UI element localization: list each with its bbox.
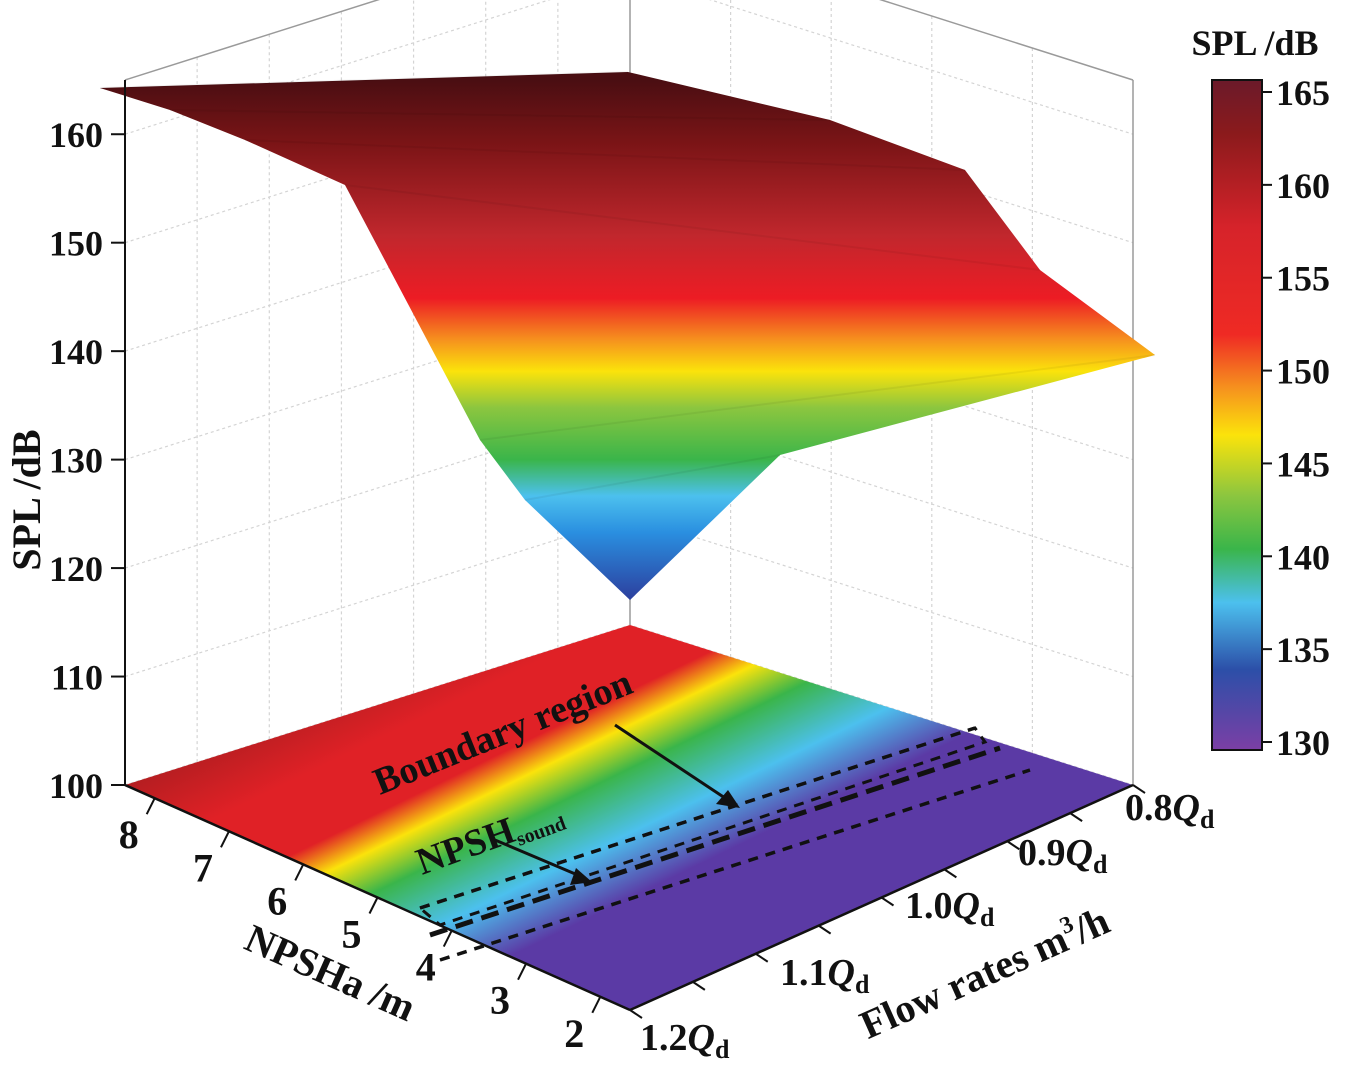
npsha-tick-label: 5	[342, 912, 362, 957]
npsha-tick-label: 4	[416, 945, 436, 990]
npsha-tick-label: 8	[119, 812, 139, 857]
npsha-axis-title: NPSHa /m	[239, 915, 423, 1030]
z-tick-label: 150	[49, 224, 103, 264]
colorbar-gradient	[1211, 79, 1263, 751]
npsha-tick	[368, 897, 379, 914]
surface-row-5	[344, 184, 1041, 271]
surface-row-6	[244, 139, 966, 171]
surface-row-7	[169, 109, 831, 121]
boundary-arrow	[614, 723, 729, 802]
z-tick-label: 160	[49, 115, 103, 155]
flow-tick	[1132, 784, 1146, 794]
flow-tick-label: 0.9Qd	[1018, 832, 1108, 879]
boundary-dashed-line	[439, 768, 1031, 962]
flow-tick	[1006, 840, 1020, 851]
flow-tick	[943, 868, 957, 879]
flow-tick	[692, 981, 706, 991]
npsha-tick	[220, 830, 230, 848]
surface-row-8	[99, 71, 629, 89]
npsh-arrow	[494, 838, 581, 878]
z-tick-label: 100	[49, 766, 103, 806]
boundary-region-box	[416, 726, 988, 927]
colorbar-tick-label: 130	[1276, 723, 1330, 763]
npsha-tick-label: 7	[193, 845, 213, 890]
colorbar-tick-label: 160	[1276, 166, 1330, 206]
floor-contour	[125, 625, 1133, 1010]
flow-tick-label: 1.2Qd	[640, 1017, 730, 1064]
flow-tick	[755, 952, 769, 963]
npsha-tick	[517, 963, 527, 981]
floor-contour-map	[125, 625, 1133, 1010]
boundary-arrowhead	[716, 790, 740, 808]
npsha-tick	[145, 797, 156, 815]
surface-layer	[99, 71, 1156, 600]
flow-tick	[629, 1009, 643, 1019]
flow-tick-label: 1.1Qd	[780, 952, 870, 999]
npsha-tick	[591, 996, 602, 1014]
colorbar-tick-label: 140	[1276, 537, 1330, 577]
gridline-z	[124, 0, 1134, 135]
npsh-arrowhead	[570, 868, 592, 885]
flow-tick-label: 0.8Qd	[1125, 787, 1215, 834]
z-tick-label: 130	[49, 441, 103, 481]
spl-surface	[100, 72, 1155, 600]
npsha-tick	[442, 930, 453, 948]
surface-row-3	[524, 454, 781, 501]
flow-tick	[1069, 812, 1083, 822]
surface-row-4	[479, 354, 1156, 441]
npsha-tick-label: 2	[564, 1011, 584, 1056]
colorbar-tick-label: 165	[1276, 73, 1330, 113]
z-tick-label: 140	[49, 332, 103, 372]
boundary-dashed-line	[429, 745, 1001, 938]
z-tick-label: 120	[49, 549, 103, 589]
npsha-tick-label: 3	[490, 978, 510, 1023]
colorbar-tick-label: 155	[1276, 259, 1330, 299]
z-axis-title: SPL /dB	[4, 429, 49, 570]
colorbar-title: SPL /dB	[1191, 23, 1318, 63]
top-edge	[124, 0, 1134, 81]
flow-tick	[880, 896, 895, 907]
z-tick-label: 110	[51, 658, 103, 698]
npsha-tick	[294, 863, 305, 881]
flow-tick	[818, 924, 832, 935]
colorbar-tick-label: 145	[1276, 444, 1330, 484]
flow-tick-label: 1.0Qd	[905, 885, 995, 932]
npsha-tick-label: 6	[267, 878, 287, 923]
colorbar-tick-label: 135	[1276, 630, 1330, 670]
colorbar: SPL /dB 165 160 155 150 145 140 135 130	[1191, 23, 1330, 763]
colorbar-tick-label: 150	[1276, 352, 1330, 392]
